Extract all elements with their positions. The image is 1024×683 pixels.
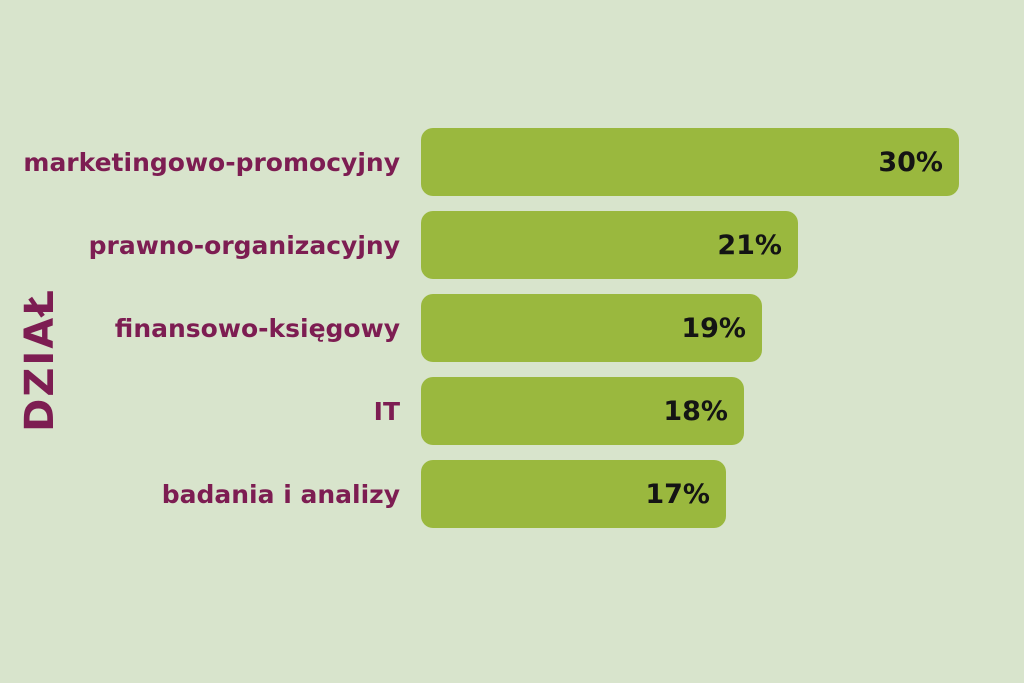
bar-row: prawno-organizacyjny 21% xyxy=(0,211,1024,279)
bar-row: finansowo-księgowy 19% xyxy=(0,294,1024,362)
category-label: finansowo-księgowy xyxy=(114,313,400,343)
category-label: IT xyxy=(373,396,400,426)
value-label: 30% xyxy=(878,146,943,178)
bar: 30% xyxy=(421,128,959,196)
bar-area: 18% xyxy=(421,377,1024,445)
bar-area: 17% xyxy=(421,460,1024,528)
category-label: marketingowo-promocyjny xyxy=(23,147,400,177)
bar-area: 21% xyxy=(421,211,1024,279)
bar-area: 30% xyxy=(421,128,1024,196)
bar: 17% xyxy=(421,460,726,528)
category-label: prawno-organizacyjny xyxy=(88,230,400,260)
bar-row: IT 18% xyxy=(0,377,1024,445)
bar-area: 19% xyxy=(421,294,1024,362)
value-label: 19% xyxy=(681,312,746,344)
bar-row: badania i analizy 17% xyxy=(0,460,1024,528)
bar-row: marketingowo-promocyjny 30% xyxy=(0,128,1024,196)
bar: 18% xyxy=(421,377,744,445)
category-label: badania i analizy xyxy=(161,479,400,509)
bar-chart: marketingowo-promocyjny 30% prawno-organ… xyxy=(0,128,1024,528)
value-label: 18% xyxy=(663,395,728,427)
bar: 21% xyxy=(421,211,798,279)
bar: 19% xyxy=(421,294,762,362)
value-label: 17% xyxy=(645,478,710,510)
value-label: 21% xyxy=(717,229,782,261)
